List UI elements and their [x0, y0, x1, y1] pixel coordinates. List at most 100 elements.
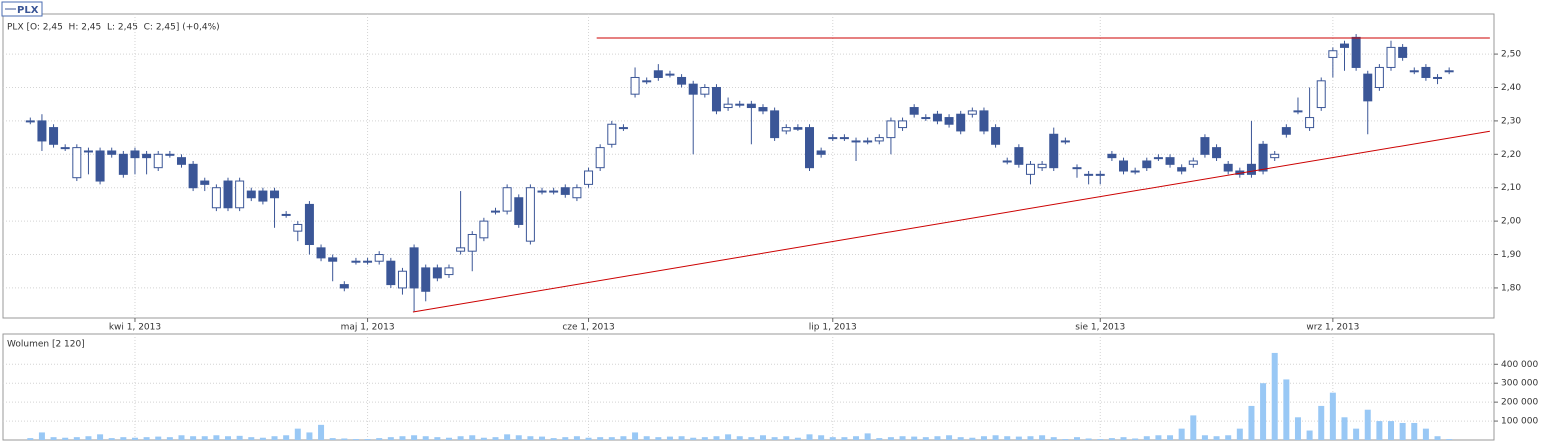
volume-bar [1353, 428, 1360, 440]
candle-body [1072, 167, 1082, 170]
candle-body [1095, 173, 1105, 176]
volume-bar [690, 437, 697, 440]
candle-body [118, 153, 128, 175]
info-label: PLX [O: 2,45 H: 2,45 L: 2,45 C: 2,45] (+… [7, 23, 220, 33]
volume-bar [178, 435, 185, 440]
volume-bar [85, 436, 92, 440]
candle-body [223, 180, 233, 209]
volume-bar [1248, 405, 1255, 440]
y-tick-label: 2,00 [1501, 217, 1521, 227]
candle-body [1119, 160, 1129, 172]
volume-bar [1178, 428, 1185, 440]
volume-bar [376, 438, 383, 440]
candle-body [1049, 133, 1059, 169]
candle-body [386, 260, 396, 286]
x-tick-label: sie 1, 2013 [1075, 323, 1125, 333]
volume-bar [445, 437, 452, 440]
volume-bar [643, 436, 650, 440]
candle-body [630, 76, 640, 95]
volume-bar [759, 435, 766, 440]
volume-bar [190, 436, 197, 440]
candle-body [188, 163, 198, 189]
volume-bar [1143, 436, 1150, 440]
volume-bar [131, 437, 138, 440]
candle-body [316, 247, 326, 259]
candle-body [165, 153, 175, 156]
candle-body [304, 203, 314, 246]
candle-body [723, 103, 733, 109]
x-tick-label: wrz 1, 2013 [1306, 323, 1359, 333]
volume-bar [678, 436, 685, 440]
candle-body [572, 187, 582, 199]
candle-body [758, 107, 768, 112]
candle-body [130, 150, 140, 159]
candle-body [967, 110, 977, 115]
volume-bar [504, 434, 511, 440]
x-tick-label: maj 1, 2013 [341, 323, 395, 333]
volume-bar [655, 437, 662, 440]
volume-bar [946, 435, 953, 440]
candle-body [886, 120, 896, 139]
candle-body [339, 284, 349, 289]
volume-bar [527, 436, 534, 440]
candle-body [456, 247, 466, 252]
candle-body [502, 187, 512, 212]
candle-body [711, 86, 721, 112]
candle-body [444, 267, 454, 276]
volume-bar [259, 437, 266, 440]
volume-bar [550, 438, 557, 440]
volume-bar [829, 437, 836, 440]
volume-bar [725, 434, 732, 440]
volume-bar [387, 437, 394, 440]
y-tick-label: 2,50 [1501, 50, 1521, 60]
volume-bar [841, 437, 848, 440]
y-tick-label: 2,40 [1501, 83, 1521, 93]
volume-bar [806, 434, 813, 440]
candle-body [1142, 160, 1152, 169]
volume-bar [1108, 438, 1115, 440]
candle-body [281, 213, 291, 216]
volume-bar [876, 438, 883, 440]
candle-body [874, 137, 884, 142]
volume-bar [1039, 435, 1046, 440]
legend-box[interactable] [1, 1, 43, 17]
candle-body [467, 233, 477, 252]
candle-body [1305, 117, 1315, 129]
candle-body [898, 120, 908, 129]
candle-body [816, 150, 826, 155]
candle-body [491, 210, 500, 213]
volume-bar [1422, 428, 1429, 440]
candle-body [95, 150, 105, 182]
candle-body [537, 190, 547, 193]
volume-bar [562, 437, 569, 440]
volume-bar [783, 436, 790, 440]
legend-label[interactable]: PLX [17, 5, 39, 16]
candle-body [828, 137, 838, 140]
volume-bar [318, 424, 325, 440]
candle-body [1107, 153, 1117, 159]
candle-body [1002, 160, 1012, 163]
candle-body [1153, 157, 1163, 160]
volume-bar [818, 435, 825, 440]
candle-body [1444, 70, 1454, 73]
volume-bar [352, 439, 359, 440]
candle-body [1351, 36, 1361, 68]
volume-bar [306, 432, 313, 440]
volume-bar [492, 437, 499, 440]
candle-body [1328, 50, 1338, 58]
candle-body [60, 147, 70, 150]
volume-bar [62, 437, 69, 440]
volume-bar [585, 437, 592, 440]
candle-body [176, 157, 186, 165]
volume-bar [957, 437, 964, 440]
volume-bar [620, 436, 627, 440]
candle-body [107, 150, 117, 155]
candle-body [153, 153, 163, 169]
candle-body [1433, 76, 1443, 79]
candle-body [1200, 137, 1210, 155]
volume-bar [853, 436, 860, 440]
volume-bar [713, 436, 720, 440]
candle-body [956, 113, 966, 132]
